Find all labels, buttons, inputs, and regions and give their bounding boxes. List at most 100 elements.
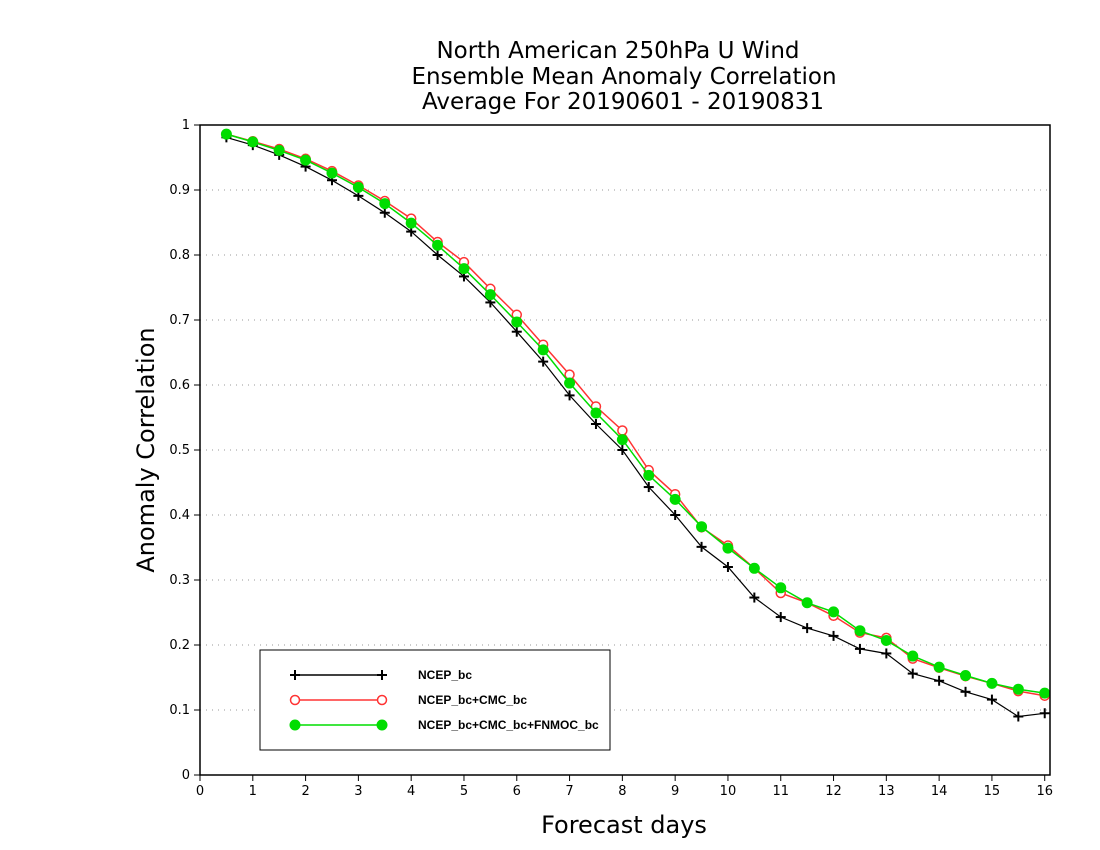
data-point bbox=[405, 217, 417, 229]
data-point bbox=[960, 670, 972, 682]
chart-title-line-1: North American 250hPa U Wind bbox=[436, 38, 799, 64]
legend-label: NCEP_bc+CMC_bc bbox=[418, 693, 527, 707]
data-point bbox=[484, 289, 496, 301]
data-point bbox=[643, 482, 654, 493]
data-point bbox=[617, 425, 628, 436]
x-tick-label: 11 bbox=[772, 784, 789, 799]
legend-marker bbox=[289, 719, 301, 731]
data-point bbox=[828, 606, 840, 618]
data-point bbox=[432, 239, 444, 251]
data-point bbox=[907, 668, 918, 679]
x-tick-label: 1 bbox=[249, 784, 257, 799]
x-tick-label: 9 bbox=[671, 784, 679, 799]
data-point bbox=[696, 541, 707, 552]
data-point bbox=[458, 263, 470, 275]
data-point bbox=[564, 390, 575, 401]
y-tick-label: 0.8 bbox=[169, 248, 190, 263]
data-point bbox=[379, 207, 390, 218]
data-point bbox=[538, 356, 549, 367]
x-tick-label: 7 bbox=[565, 784, 573, 799]
data-point bbox=[669, 493, 681, 505]
data-point bbox=[722, 562, 733, 572]
grid-lines bbox=[200, 189, 1050, 711]
y-tick-label: 0.6 bbox=[169, 378, 190, 393]
data-point bbox=[511, 316, 523, 328]
data-point bbox=[220, 128, 232, 140]
data-point bbox=[670, 510, 681, 520]
data-point bbox=[854, 643, 865, 654]
data-point bbox=[775, 612, 786, 623]
series-line bbox=[226, 133, 1045, 694]
data-point bbox=[722, 542, 734, 554]
chart-title-line-3: Average For 20190601 - 20190831 bbox=[422, 89, 824, 115]
x-tick-label: 10 bbox=[720, 784, 737, 799]
data-point bbox=[749, 592, 760, 603]
data-point bbox=[986, 694, 997, 705]
data-point bbox=[775, 582, 787, 594]
x-axis-ticks: 0 1 2 3 4 5 6 7 8 9 10 11 12 13 14 15 16 bbox=[196, 775, 1053, 799]
x-tick-label: 6 bbox=[513, 784, 521, 799]
legend-entry: NCEP_bc+CMC_bc+FNMOC_bc bbox=[289, 718, 599, 732]
x-tick-label: 15 bbox=[984, 784, 1001, 799]
x-tick-label: 12 bbox=[825, 784, 842, 799]
data-point bbox=[802, 623, 813, 634]
data-point bbox=[934, 675, 945, 686]
y-tick-label: 0.5 bbox=[169, 443, 190, 458]
legend-marker bbox=[377, 670, 387, 680]
data-point bbox=[881, 648, 892, 659]
legend-marker bbox=[289, 694, 301, 706]
data-point bbox=[273, 144, 285, 156]
y-tick-label: 1 bbox=[182, 118, 190, 133]
data-point bbox=[907, 650, 919, 662]
data-point bbox=[432, 250, 443, 260]
legend-entry: NCEP_bc+CMC_bc bbox=[289, 693, 527, 707]
data-point bbox=[617, 445, 628, 455]
series-1 bbox=[221, 132, 1050, 722]
chart-title-line-2: Ensemble Mean Anomaly Correlation bbox=[411, 64, 836, 90]
x-tick-label: 2 bbox=[301, 784, 309, 799]
x-tick-label: 0 bbox=[196, 784, 204, 799]
legend-entries: NCEP_bc NCEP_bc+CMC_bc NCEP_bc+CMC_bc+FNMO… bbox=[289, 668, 599, 732]
data-point bbox=[1039, 687, 1051, 699]
data-point bbox=[1013, 711, 1024, 722]
x-tick-label: 14 bbox=[931, 784, 948, 799]
y-tick-label: 0.1 bbox=[169, 703, 190, 718]
x-tick-label: 16 bbox=[1036, 784, 1053, 799]
y-tick-label: 0.4 bbox=[169, 508, 190, 523]
y-axis-title: Anomaly Correlation bbox=[132, 327, 160, 572]
data-point bbox=[247, 136, 259, 148]
legend-label: NCEP_bc+CMC_bc+FNMOC_bc bbox=[418, 718, 599, 732]
data-point bbox=[564, 377, 576, 389]
data-point bbox=[880, 634, 892, 646]
data-point bbox=[511, 326, 522, 337]
data-point bbox=[801, 597, 813, 609]
data-point bbox=[643, 469, 655, 481]
y-axis-ticks: 0 0.1 0.2 0.3 0.4 0.5 0.6 0.7 0.8 0.9 1 bbox=[169, 118, 200, 783]
data-point bbox=[960, 686, 971, 697]
plot-frame bbox=[199, 124, 1051, 776]
data-point bbox=[537, 344, 549, 356]
data-point bbox=[590, 407, 602, 419]
x-tick-label: 5 bbox=[460, 784, 468, 799]
series-group bbox=[220, 128, 1051, 722]
series-line bbox=[226, 136, 1045, 718]
series-2 bbox=[221, 128, 1050, 701]
data-point bbox=[854, 625, 866, 637]
x-tick-label: 8 bbox=[618, 784, 626, 799]
data-point bbox=[748, 562, 760, 574]
y-tick-label: 0 bbox=[182, 768, 190, 783]
data-point bbox=[616, 434, 628, 446]
x-tick-label: 4 bbox=[407, 784, 415, 799]
data-point bbox=[696, 521, 708, 533]
y-tick-label: 0.3 bbox=[169, 573, 190, 588]
data-point bbox=[1012, 683, 1024, 695]
legend: NCEP_bc NCEP_bc+CMC_bc NCEP_bc+CMC_bc+FNMO… bbox=[259, 649, 611, 751]
data-point bbox=[326, 167, 338, 179]
data-point bbox=[933, 661, 945, 673]
x-tick-label: 13 bbox=[878, 784, 895, 799]
legend-marker bbox=[376, 694, 388, 706]
legend-entry: NCEP_bc bbox=[290, 668, 472, 682]
data-point bbox=[300, 154, 312, 166]
y-tick-label: 0.7 bbox=[169, 313, 190, 328]
data-point bbox=[986, 677, 998, 689]
